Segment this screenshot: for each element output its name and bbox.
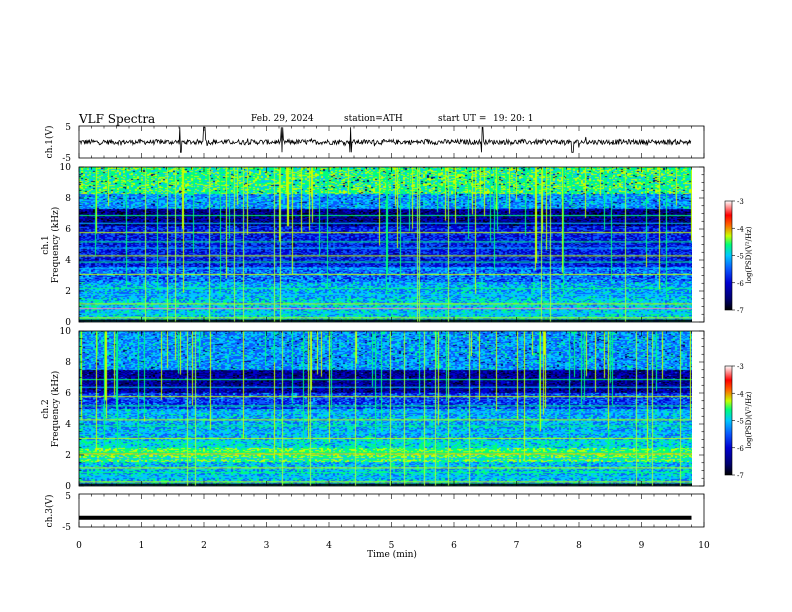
chart-station: station=ATH (344, 114, 403, 124)
y-tick-label: 0 (65, 318, 71, 328)
ch2-spectrogram-image (79, 331, 692, 486)
colorbar-tick-label: -5 (737, 253, 744, 261)
ch2-colorbar-label: log(PSD)(V²/Hz) (745, 391, 753, 448)
ch2-colorbar: -3 -4 -5 -6 -7 log(PSD)(V²/Hz) (724, 363, 753, 480)
x-tick-label: 8 (576, 541, 582, 551)
spectrogram-pixels (79, 167, 692, 322)
ch2-spectrogram-ylabel: Frequency (kHz) (50, 371, 61, 448)
x-tick-label: 10 (698, 541, 710, 551)
ch1-colorbar: -3 -4 -5 -6 -7 log(PSD)(V²/Hz) (724, 198, 753, 315)
y-tick-label: 4 (65, 256, 71, 266)
y-tick-label: 6 (65, 225, 71, 235)
ch1-spectrogram-image (79, 167, 692, 322)
ch3-ytick-bottom: -5 (62, 523, 71, 533)
colorbar-tick-label: -7 (737, 307, 744, 315)
colorbar-tick-label: -5 (737, 418, 744, 426)
chart-date: Feb. 29, 2024 (251, 114, 314, 124)
ch3-x-ticks (78, 494, 705, 527)
chart-title: VLF Spectra (79, 112, 156, 126)
ch1-colorbar-label: log(PSD)(V²/Hz) (745, 226, 753, 283)
y-tick-label: 10 (60, 327, 72, 337)
y-tick-label: 8 (65, 358, 71, 368)
y-tick-label: 0 (65, 482, 71, 492)
y-tick-label: 10 (60, 163, 72, 173)
chart-start-time: 19: 20: 1 (493, 114, 534, 124)
x-tick-label: 5 (389, 541, 395, 551)
ch1-ytick-bottom: -5 (62, 154, 71, 164)
ch1-spectrogram-ylabel: Frequency (kHz) (50, 207, 61, 284)
ch1-waveform-panel: 5 -5 ch.1(V) (44, 123, 705, 164)
x-tick-label: 2 (201, 541, 207, 551)
x-tick-label: 6 (451, 541, 457, 551)
y-tick-label: 6 (65, 389, 71, 399)
ch1-spectrogram-y-ticks: 0 2 4 6 8 10 (60, 163, 704, 328)
time-axis-label: Time (min) (367, 549, 417, 560)
ch3-waveform-panel: 5 -5 ch.3(V) (44, 492, 705, 533)
ch2-spectrogram-y-ticks: 0 2 4 6 8 10 (60, 327, 704, 492)
colorbar-tick-label: -7 (737, 472, 744, 480)
ch2-spectrogram-panel: 0 2 4 6 8 10 ch.2 Frequency (kHz) -3 -4 -5 -6 -7 … (41, 327, 753, 492)
colorbar-tick-label: -4 (737, 225, 744, 233)
ch1-spectrogram-channel-label: ch.1 (41, 235, 51, 254)
y-tick-label: 8 (65, 194, 71, 204)
ch1-spectrogram-panel: 0 2 4 6 8 10 ch.1 Frequency (kHz) -3 -4 -5 -6 -7 … (41, 163, 753, 328)
colorbar-tick-label: -3 (737, 198, 744, 206)
y-tick-label: 4 (65, 420, 71, 430)
time-axis-tick-labels: 0 1 2 3 4 5 6 7 8 9 10 (76, 541, 710, 551)
ch2-colorbar-ticks: -3 -4 -5 -6 -7 (732, 363, 744, 480)
chart-start-label: start UT = (438, 114, 487, 124)
x-tick-label: 4 (326, 541, 332, 551)
ch2-spectrogram-x-ticks (78, 331, 705, 486)
colorbar-tick-label: -6 (737, 280, 744, 288)
colorbar-tick-label: -4 (737, 390, 744, 398)
ch1-ylabel: ch.1(V) (44, 126, 55, 159)
ch1-colorbar-bar (724, 200, 733, 311)
colorbar-tick-label: -3 (737, 363, 744, 371)
x-tick-label: 0 (76, 541, 82, 551)
ch1-x-ticks (78, 126, 705, 158)
ch1-waveform-line (78, 126, 692, 153)
x-tick-label: 9 (639, 541, 645, 551)
colorbar-tick-label: -6 (737, 445, 744, 453)
ch1-ytick-top: 5 (65, 123, 71, 133)
ch3-ylabel: ch.3(V) (44, 495, 55, 528)
x-tick-label: 1 (139, 541, 145, 551)
ch1-colorbar-ticks: -3 -4 -5 -6 -7 (732, 198, 744, 315)
ch1-spectrogram-x-ticks (78, 167, 705, 322)
ch2-spectrogram-channel-label: ch.2 (41, 399, 51, 418)
y-tick-label: 2 (65, 451, 71, 461)
y-tick-label: 2 (65, 287, 71, 297)
spectrogram-pixels (79, 331, 692, 486)
ch2-colorbar-bar (724, 365, 733, 476)
ch3-ytick-top: 5 (65, 492, 71, 502)
x-tick-label: 3 (264, 541, 270, 551)
x-tick-label: 7 (514, 541, 520, 551)
